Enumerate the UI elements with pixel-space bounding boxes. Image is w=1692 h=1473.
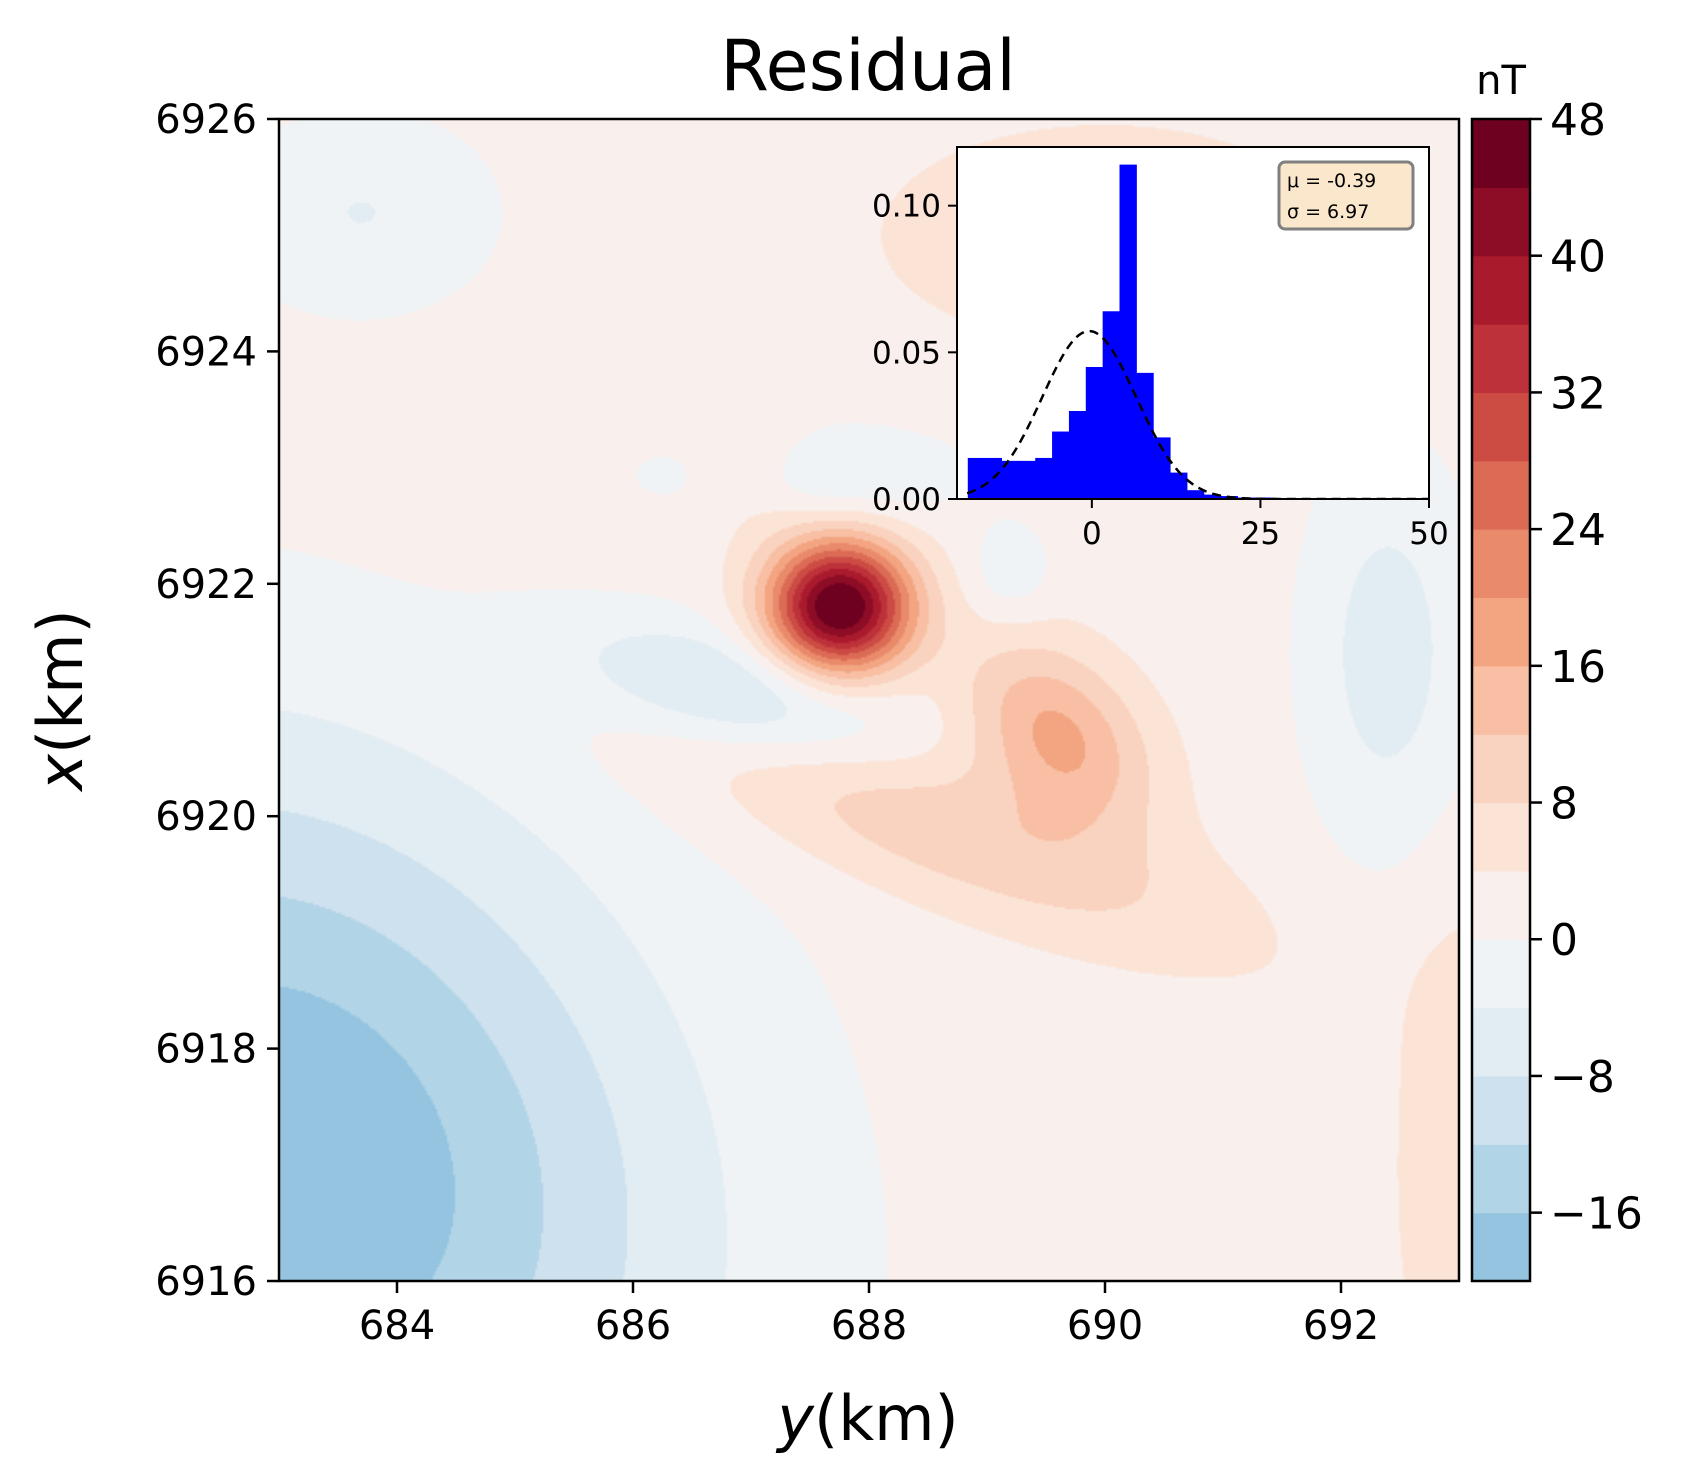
inset-y-tick-label: 0.05 xyxy=(872,335,941,371)
inset-y-ticks: 0.00 0.05 0.10 xyxy=(872,189,957,518)
colorbar-band xyxy=(1472,255,1530,325)
x-tick-label: 688 xyxy=(831,1303,907,1349)
colorbar-band xyxy=(1472,324,1530,394)
y-axis-label: x(km) xyxy=(24,609,97,792)
colorbar-band xyxy=(1472,1212,1530,1281)
inset-y-tick-label: 0.00 xyxy=(872,482,941,518)
colorbar-frame xyxy=(1470,117,1532,1283)
histogram-bar xyxy=(1068,411,1087,499)
colorbar-band xyxy=(1472,802,1530,872)
inset-x-tick-label: 50 xyxy=(1409,516,1448,552)
y-tick-label: 6920 xyxy=(155,794,257,840)
inset-x-tick-label: 0 xyxy=(1082,516,1102,552)
x-tick-label: 690 xyxy=(1067,1303,1143,1349)
colorbar-band xyxy=(1472,187,1530,257)
histogram-bar xyxy=(1052,431,1070,499)
histogram-bar xyxy=(1035,457,1053,499)
colorbar-band xyxy=(1472,597,1530,667)
colorbar-band xyxy=(1472,119,1530,188)
sigma-text: σ = 6.97 xyxy=(1287,201,1369,223)
colorbar-band xyxy=(1472,460,1530,530)
histogram-bar xyxy=(1136,372,1154,499)
colorbar-band xyxy=(1472,939,1530,1009)
histogram-bar xyxy=(1170,472,1188,499)
colorbar-tick-label: 48 xyxy=(1550,95,1606,146)
x-axis-ticks: 684 686 688 690 692 xyxy=(359,1281,1379,1349)
histogram-bar xyxy=(1085,367,1104,499)
mu-text: μ = -0.39 xyxy=(1287,170,1376,192)
colorbar-band xyxy=(1472,734,1530,804)
colorbar-unit-label: nT xyxy=(1476,58,1526,104)
stats-annotation: μ = -0.39 σ = 6.97 xyxy=(1277,160,1415,231)
colorbar-band xyxy=(1472,529,1530,599)
histogram-bar xyxy=(1001,460,1019,499)
colorbar-tick-label: 0 xyxy=(1550,915,1578,966)
chart-title: Residual xyxy=(720,25,1016,107)
y-tick-label: 6918 xyxy=(155,1027,257,1073)
histogram-bars xyxy=(967,164,1424,499)
colorbar-tick-label: −16 xyxy=(1550,1189,1643,1240)
y-tick-label: 6926 xyxy=(155,97,257,143)
colorbar-band xyxy=(1472,665,1530,735)
inset-frame xyxy=(956,146,1430,500)
x-tick-label: 686 xyxy=(595,1303,671,1349)
inset-x-tick-label: 25 xyxy=(1241,516,1280,552)
colorbar-tick-label: 40 xyxy=(1550,232,1606,283)
colorbar-tick-label: 24 xyxy=(1550,505,1606,556)
colorbar-tick-label: 32 xyxy=(1550,368,1606,419)
x-axis-label: y(km) xyxy=(775,1382,958,1455)
histogram-bar xyxy=(1186,490,1205,499)
colorbar-band xyxy=(1472,1007,1530,1077)
histogram-bar xyxy=(967,457,986,499)
y-tick-label: 6924 xyxy=(155,329,257,375)
colorbar-tick-label: 8 xyxy=(1550,779,1578,830)
x-tick-label: 684 xyxy=(359,1303,435,1349)
colorbar-ticks: −16 −8 0 8 16 24 32 40 48 xyxy=(1530,95,1643,1240)
colorbar xyxy=(1472,119,1530,1281)
colorbar-band xyxy=(1472,1075,1530,1145)
colorbar-tick-label: 16 xyxy=(1550,642,1606,693)
y-tick-label: 6922 xyxy=(155,562,257,608)
histogram-bar xyxy=(1119,164,1137,499)
histogram-bar xyxy=(1203,494,1222,499)
colorbar-band xyxy=(1472,870,1530,940)
colorbar-band xyxy=(1472,392,1530,462)
colorbar-band xyxy=(1472,1144,1530,1214)
x-tick-label: 692 xyxy=(1303,1303,1379,1349)
residual-histogram-inset xyxy=(966,164,1429,499)
stats-annotation-box xyxy=(1277,160,1415,231)
histogram-bar xyxy=(1102,311,1121,499)
inset-x-ticks: 0 25 50 xyxy=(1082,499,1449,552)
y-tick-label: 6916 xyxy=(155,1259,257,1305)
inset-y-tick-label: 0.10 xyxy=(872,189,941,225)
histogram-bar xyxy=(1018,460,1036,499)
y-axis-ticks: 6916 6918 6920 6922 6924 6926 xyxy=(155,97,279,1305)
colorbar-tick-label: −8 xyxy=(1550,1052,1615,1103)
histogram-bar xyxy=(1153,437,1171,499)
